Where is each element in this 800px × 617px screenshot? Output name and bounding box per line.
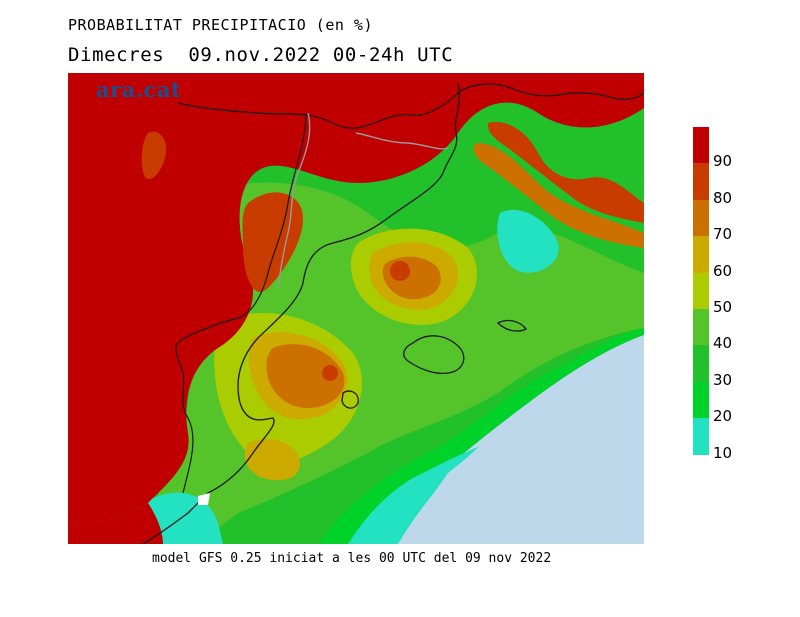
chart-subtitle: Dimecres 09.nov.2022 00-24h UTC [68, 44, 454, 66]
legend-label: 60 [713, 261, 733, 280]
region-line [277, 112, 449, 289]
white-patch [198, 493, 210, 505]
zone-80-central [322, 365, 338, 381]
zone-70-north [473, 143, 644, 248]
legend-swatch [693, 163, 709, 200]
zone-70-central [266, 344, 345, 408]
legend-label: 80 [713, 188, 733, 207]
border-line [177, 83, 644, 129]
zone-80-north [487, 122, 644, 223]
map-svg [68, 73, 644, 544]
island-ibiza [341, 390, 359, 409]
legend-swatch [693, 308, 709, 346]
legend-swatch [693, 381, 709, 419]
legend-swatch [693, 418, 709, 455]
chart-title: PROBABILITAT PRECIPITACIO (en %) [68, 16, 373, 34]
zone-90-west [68, 73, 644, 528]
zone-10-coast [348, 445, 483, 544]
model-footer: model GFS 0.25 iniciat a les 00 UTC del … [152, 551, 552, 566]
legend-label: 50 [713, 298, 733, 316]
legend-swatch [693, 345, 709, 382]
sea-southeast [398, 335, 644, 544]
coastline [142, 82, 461, 544]
border-line-2 [175, 112, 307, 494]
ara-cat-logo: ara.cat [96, 77, 182, 102]
legend-label: 90 [713, 152, 733, 171]
zone-80-west [242, 192, 303, 293]
zone-80-north-island [141, 131, 167, 179]
legend-label: 70 [713, 225, 733, 244]
legend-label: 10 [713, 443, 733, 462]
legend-label: 30 [713, 370, 733, 389]
zone-90-south-wedge [68, 503, 163, 544]
legend-swatch [693, 127, 709, 164]
island-menorca [496, 319, 527, 332]
legend-label: 20 [713, 407, 733, 426]
zone-80-east [390, 261, 410, 281]
legend-swatch [693, 199, 709, 237]
legend-swatch [693, 272, 709, 309]
island-mallorca [403, 335, 465, 374]
zone-10-east [497, 209, 559, 273]
legend-swatch [693, 236, 709, 273]
legend-label: 40 [713, 334, 733, 353]
legend-bar [693, 127, 709, 455]
precipitation-map: ara.cat [68, 73, 644, 544]
zone-60-south [244, 439, 300, 481]
